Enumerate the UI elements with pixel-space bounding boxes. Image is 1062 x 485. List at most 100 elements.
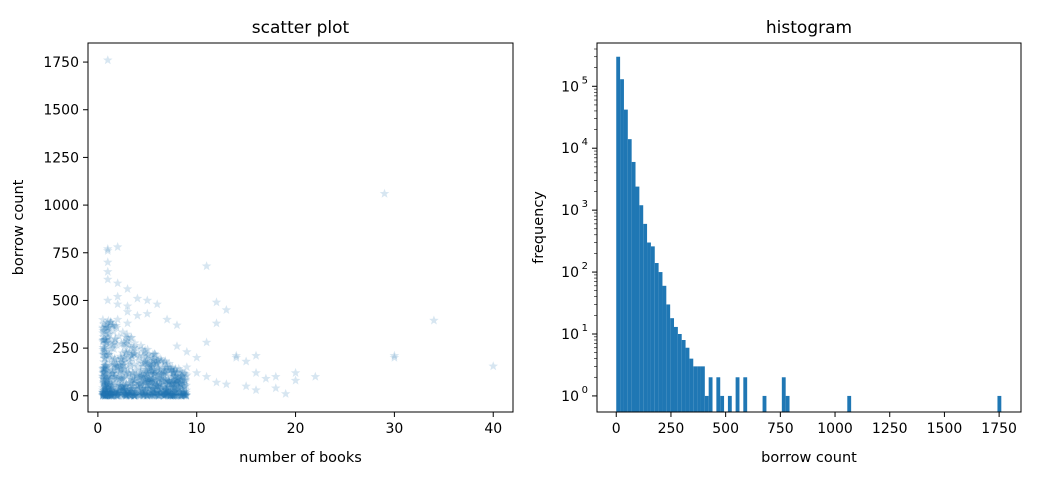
scatter-point <box>176 390 187 400</box>
scatter-point <box>98 390 108 400</box>
scatter-point <box>140 368 150 378</box>
scatter-point <box>156 388 167 398</box>
scatter-point <box>165 390 176 400</box>
histogram-y-tick-label: 10 <box>561 203 579 219</box>
scatter-point <box>140 345 150 355</box>
scatter-point <box>104 390 114 400</box>
scatter-point <box>151 386 162 396</box>
scatter-point <box>109 321 119 331</box>
scatter-point <box>109 387 119 397</box>
scatter-point <box>101 350 112 360</box>
scatter-point <box>179 389 189 399</box>
scatter-point <box>119 373 129 383</box>
scatter-point <box>106 389 117 398</box>
scatter-point <box>165 390 175 400</box>
scatter-point <box>123 389 133 399</box>
scatter-point <box>143 387 153 397</box>
scatter-point <box>147 388 158 398</box>
scatter-point <box>138 372 149 382</box>
scatter-point <box>119 383 129 393</box>
scatter-point <box>98 378 109 388</box>
scatter-point <box>112 291 123 301</box>
scatter-point <box>152 380 162 390</box>
scatter-point <box>98 388 108 397</box>
scatter-point <box>143 376 153 386</box>
scatter-point <box>107 390 117 400</box>
scatter-point <box>211 377 222 387</box>
scatter-point <box>179 390 190 400</box>
scatter-point <box>131 372 141 382</box>
scatter-point <box>112 390 122 400</box>
scatter-point <box>162 384 172 394</box>
scatter-point <box>99 367 109 377</box>
scatter-point <box>169 371 179 381</box>
scatter-point <box>98 325 108 335</box>
scatter-point <box>152 387 163 397</box>
scatter-point <box>147 358 157 368</box>
scatter-point <box>126 386 136 396</box>
scatter-point <box>143 362 153 372</box>
scatter-point <box>98 337 108 347</box>
scatter-point <box>129 390 139 400</box>
scatter-point <box>161 389 172 399</box>
scatter-point <box>146 362 156 372</box>
scatter-point <box>310 371 321 381</box>
scatter-point <box>167 364 177 374</box>
histogram-y-tick-exponent: 5 <box>582 75 588 86</box>
scatter-point <box>155 353 165 363</box>
scatter-point <box>163 375 173 385</box>
scatter-point <box>166 378 176 388</box>
scatter-point <box>109 389 120 399</box>
scatter-subplot: 0 10 20 30 40 0 250 500 750 1000 1250 1500 1750 sca… <box>11 18 514 466</box>
scatter-point <box>156 355 166 365</box>
scatter-point <box>102 374 113 384</box>
scatter-point <box>116 338 127 348</box>
histogram-bar <box>631 161 636 412</box>
histogram-bar <box>627 139 632 412</box>
scatter-point <box>117 374 127 384</box>
scatter-point <box>130 390 141 400</box>
scatter-point <box>158 389 169 399</box>
scatter-point <box>179 375 190 385</box>
scatter-point <box>120 363 130 372</box>
scatter-point <box>107 390 117 400</box>
scatter-point <box>117 357 128 367</box>
scatter-point <box>120 380 131 390</box>
scatter-point <box>108 382 118 392</box>
scatter-point <box>130 338 140 348</box>
scatter-point <box>124 368 134 377</box>
scatter-point <box>176 372 187 382</box>
scatter-point <box>271 371 281 381</box>
scatter-point <box>151 381 162 391</box>
scatter-point <box>149 388 160 398</box>
scatter-point <box>181 390 191 400</box>
scatter-point <box>117 381 127 391</box>
scatter-point <box>168 375 179 385</box>
scatter-point <box>181 390 192 400</box>
scatter-point <box>125 384 136 394</box>
scatter-y-tick-label: 750 <box>52 246 79 262</box>
scatter-point <box>111 320 121 330</box>
scatter-point <box>181 385 192 395</box>
scatter-point <box>101 334 111 344</box>
scatter-point <box>99 342 109 352</box>
scatter-point <box>162 378 173 388</box>
scatter-point <box>211 318 222 328</box>
scatter-point <box>138 350 148 360</box>
histogram-bar <box>620 79 624 412</box>
scatter-point <box>182 370 192 380</box>
scatter-point <box>134 351 144 361</box>
scatter-point <box>115 383 125 393</box>
scatter-point <box>174 383 185 393</box>
scatter-point <box>177 389 187 399</box>
scatter-point <box>164 379 174 389</box>
scatter-point <box>148 384 158 394</box>
scatter-point <box>110 337 120 347</box>
scatter-point <box>126 350 137 360</box>
scatter-point <box>121 386 132 396</box>
scatter-point <box>116 388 127 398</box>
scatter-point <box>128 348 138 358</box>
scatter-point <box>120 352 130 361</box>
scatter-point <box>280 388 291 398</box>
scatter-point <box>145 352 155 362</box>
